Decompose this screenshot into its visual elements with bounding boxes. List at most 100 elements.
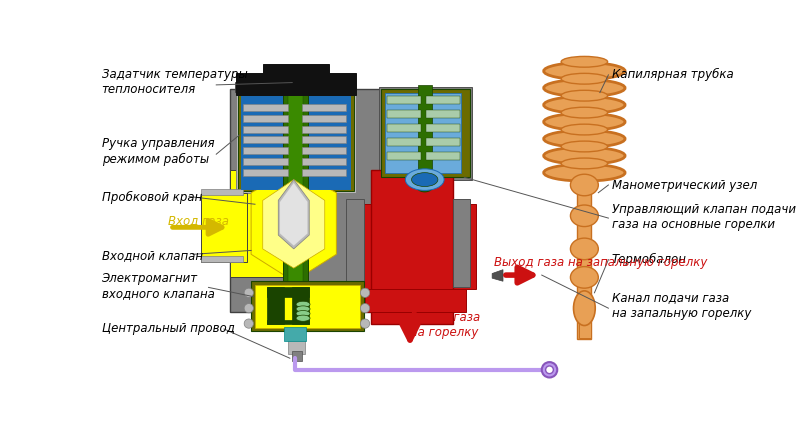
Circle shape (244, 319, 254, 328)
Bar (292, 351, 302, 362)
Bar (262, 65, 329, 79)
Ellipse shape (544, 165, 625, 182)
Ellipse shape (406, 170, 444, 191)
Circle shape (244, 288, 254, 298)
Bar (238, 96, 354, 192)
Bar (243, 127, 288, 133)
Ellipse shape (561, 142, 608, 153)
Bar (426, 125, 459, 132)
Bar (356, 205, 476, 289)
Bar (386, 97, 421, 105)
Bar (578, 170, 591, 339)
Ellipse shape (561, 108, 608, 119)
Bar (287, 339, 305, 354)
Bar (201, 256, 243, 262)
Bar (302, 105, 346, 112)
Bar (426, 111, 459, 119)
Text: Выход газа на запальную горелку: Выход газа на запальную горелку (494, 256, 707, 269)
Text: Управляющий клапан подачи
газа на основные горелки: Управляющий клапан подачи газа на основн… (611, 202, 795, 230)
Bar (379, 88, 472, 180)
Bar (579, 322, 591, 338)
Ellipse shape (570, 175, 598, 196)
Bar (236, 74, 356, 96)
Text: Задатчик температуры
теплоносителя: Задатчик температуры теплоносителя (102, 68, 247, 96)
Bar (424, 93, 461, 174)
Ellipse shape (296, 302, 310, 308)
Bar (266, 288, 310, 297)
Bar (382, 89, 470, 178)
Bar (302, 115, 346, 123)
Ellipse shape (561, 91, 608, 102)
Ellipse shape (411, 173, 438, 187)
Bar (230, 170, 296, 278)
Bar (302, 170, 346, 176)
Ellipse shape (561, 125, 608, 135)
Circle shape (361, 304, 370, 313)
Bar (371, 170, 453, 324)
Polygon shape (251, 170, 336, 282)
Ellipse shape (574, 291, 595, 326)
Text: Манометрический узел: Манометрический узел (611, 179, 757, 192)
Circle shape (361, 288, 370, 298)
Bar (287, 86, 303, 308)
Text: Вход газа: Вход газа (168, 213, 229, 227)
Ellipse shape (561, 57, 608, 68)
Bar (302, 158, 346, 166)
Circle shape (542, 362, 558, 377)
Ellipse shape (296, 315, 310, 322)
Bar (453, 199, 470, 288)
Bar (386, 111, 421, 119)
Text: Канал подачи газа
на запальную горелку: Канал подачи газа на запальную горелку (611, 291, 751, 319)
Ellipse shape (570, 205, 598, 227)
Ellipse shape (561, 158, 608, 170)
Text: Капилярная трубка: Капилярная трубка (611, 68, 734, 81)
Bar (292, 288, 310, 325)
Bar (243, 105, 288, 112)
Bar (426, 97, 459, 105)
Polygon shape (262, 180, 325, 268)
Bar (300, 97, 350, 190)
Bar (426, 153, 459, 160)
Bar (302, 137, 346, 144)
Bar (243, 158, 288, 166)
Ellipse shape (561, 74, 608, 85)
Text: Пробковой кран: Пробковой кран (102, 190, 202, 204)
Ellipse shape (570, 267, 598, 288)
Ellipse shape (570, 239, 598, 260)
Bar (346, 199, 363, 288)
Bar (201, 190, 243, 196)
Polygon shape (236, 74, 356, 93)
Circle shape (361, 319, 370, 328)
Bar (243, 170, 288, 176)
Bar (302, 148, 346, 155)
Bar (418, 86, 432, 186)
Bar (302, 127, 346, 133)
Text: Центральный провод: Центральный провод (102, 321, 234, 334)
Circle shape (414, 171, 435, 193)
Ellipse shape (296, 306, 310, 312)
Bar (243, 115, 288, 123)
Bar (426, 139, 459, 147)
Ellipse shape (544, 97, 625, 114)
Ellipse shape (544, 63, 625, 81)
Bar (255, 285, 360, 328)
Ellipse shape (296, 311, 310, 317)
Bar (243, 137, 288, 144)
Bar (365, 289, 466, 312)
Text: Электромагнит
входного клапана: Электромагнит входного клапана (102, 271, 214, 299)
Ellipse shape (544, 114, 625, 131)
Text: Термобалон: Термобалон (611, 252, 686, 265)
Polygon shape (280, 183, 308, 246)
Bar (230, 89, 393, 312)
Bar (386, 125, 421, 132)
Bar (386, 153, 421, 160)
Bar (386, 93, 422, 174)
Bar (201, 193, 247, 262)
Bar (285, 328, 306, 342)
Ellipse shape (544, 148, 625, 165)
Bar (266, 288, 284, 325)
Text: Выход газа
на горелку: Выход газа на горелку (410, 310, 480, 338)
Ellipse shape (544, 81, 625, 97)
Bar (251, 282, 363, 331)
Bar (266, 320, 310, 325)
